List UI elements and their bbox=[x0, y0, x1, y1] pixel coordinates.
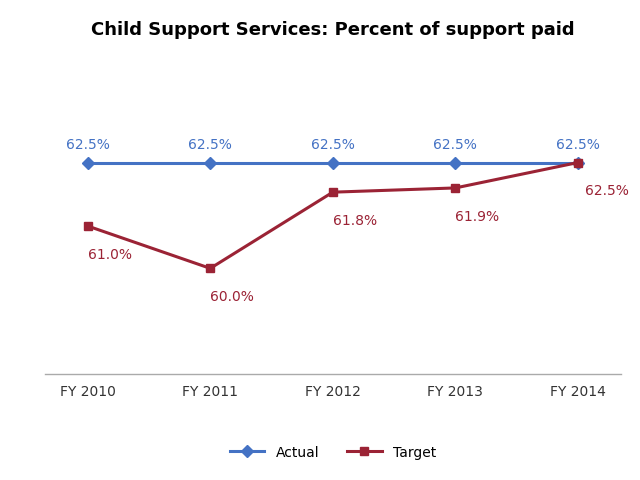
Actual bbox=[574, 160, 582, 166]
Legend: Actual, Target: Actual, Target bbox=[223, 438, 443, 466]
Text: 62.5%: 62.5% bbox=[585, 184, 628, 198]
Line: Target: Target bbox=[84, 159, 582, 168]
Target bbox=[207, 160, 214, 166]
Target bbox=[451, 160, 459, 166]
Actual bbox=[329, 190, 337, 196]
Text: 61.9%: 61.9% bbox=[455, 209, 499, 223]
Text: 61.8%: 61.8% bbox=[333, 214, 377, 228]
Text: 60.0%: 60.0% bbox=[211, 289, 254, 303]
Actual bbox=[451, 186, 459, 192]
Text: 62.5%: 62.5% bbox=[556, 138, 600, 152]
Text: 62.5%: 62.5% bbox=[311, 138, 355, 152]
Target bbox=[84, 160, 92, 166]
Text: 62.5%: 62.5% bbox=[188, 138, 232, 152]
Actual bbox=[207, 266, 214, 272]
Target bbox=[574, 160, 582, 166]
Text: 62.5%: 62.5% bbox=[433, 138, 477, 152]
Target bbox=[329, 160, 337, 166]
Text: 62.5%: 62.5% bbox=[66, 138, 109, 152]
Text: 61.0%: 61.0% bbox=[88, 247, 132, 261]
Actual bbox=[84, 224, 92, 229]
Title: Child Support Services: Percent of support paid: Child Support Services: Percent of suppo… bbox=[91, 22, 575, 39]
Line: Actual: Actual bbox=[84, 159, 582, 273]
